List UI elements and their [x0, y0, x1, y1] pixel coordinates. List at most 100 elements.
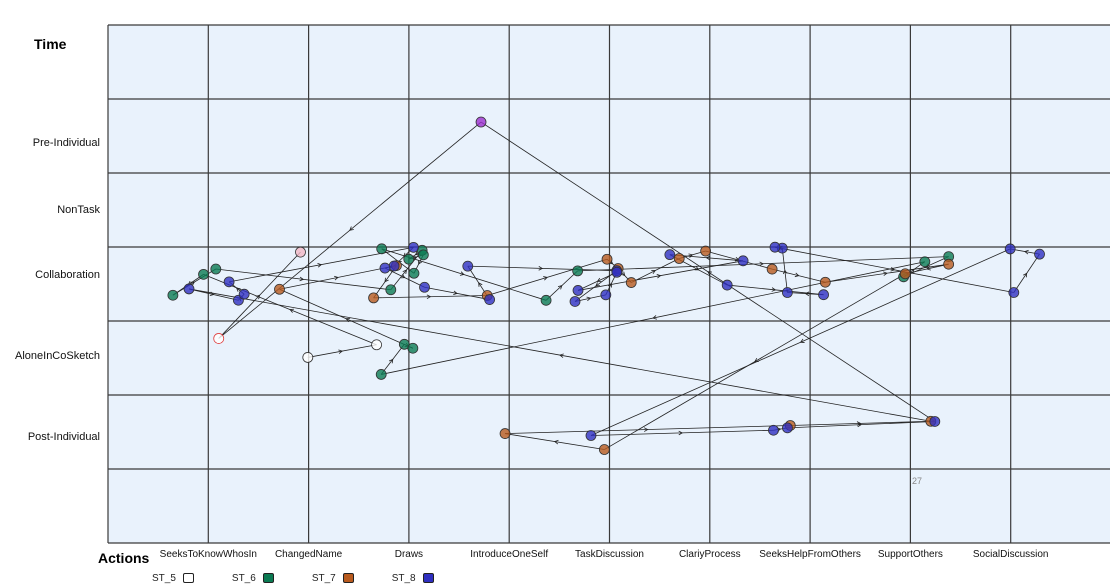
annotation-label: 27: [912, 476, 922, 486]
transition-arrowhead: [334, 275, 339, 281]
data-point-st-8: [388, 260, 400, 272]
transition-arrowhead: [643, 427, 649, 432]
transition-arrowhead: [400, 274, 406, 279]
data-point-st-8: [484, 294, 496, 305]
x-tick-label: ClariyProcess: [679, 549, 741, 560]
transition-arrowhead: [586, 296, 592, 302]
data-point-st-8: [782, 422, 793, 434]
legend-label: ST_8: [391, 572, 416, 584]
transition-arrowhead: [235, 287, 241, 292]
transition-arrowhead: [759, 261, 764, 267]
transition-arrowhead: [707, 271, 712, 276]
data-point-st-5: [302, 352, 314, 363]
transition-arrowhead: [478, 282, 483, 287]
data-point-st-7: [274, 283, 285, 295]
data-point-st-8: [585, 430, 597, 441]
legend-label: ST_7: [311, 572, 336, 584]
data-point-st-8: [664, 249, 676, 261]
data-point-st-8: [1008, 287, 1020, 298]
data-points: [167, 116, 1045, 455]
transition-arrowhead: [804, 291, 810, 297]
transition-arrowhead: [694, 266, 700, 271]
data-point-st-8: [419, 281, 430, 293]
transition-arrowhead: [559, 353, 564, 358]
transition-arrowhead: [794, 272, 800, 278]
data-point-st-6: [167, 289, 179, 301]
data-point-st-7: [766, 263, 778, 275]
data-point-st-6: [408, 267, 420, 279]
transition-arrowhead: [1022, 272, 1028, 278]
data-point-st-6: [572, 265, 584, 277]
transition-arrowhead: [289, 308, 295, 313]
transition-arrowhead: [1024, 249, 1029, 255]
x-tick-label: IntroduceOneSelf: [470, 549, 548, 560]
data-point-st-7: [368, 292, 379, 304]
legend-label: ST_6: [231, 572, 256, 584]
x-tick-label: SupportOthers: [878, 549, 943, 560]
transition-arrowhead: [338, 349, 344, 354]
y-tick-labels: Pre-Individual NonTask Collaboration AloneI…: [15, 137, 101, 443]
data-point-st-8: [600, 289, 612, 301]
legend-item: ST_6: [232, 573, 274, 584]
transition-arrowhead: [553, 439, 559, 445]
data-point-st-8: [737, 255, 749, 267]
legend-label: ST_5: [152, 572, 176, 584]
transition-arrowhead: [402, 269, 407, 275]
transition-arrows: [172, 121, 1040, 450]
y-tick-label: Pre-Individual: [33, 137, 100, 149]
data-point-st-6: [417, 249, 429, 261]
data-point-st-8: [183, 283, 195, 295]
legend-swatch: [182, 573, 194, 583]
transition-arrowhead: [782, 269, 788, 275]
transition-arrowhead: [857, 422, 862, 428]
y-axis-title: Time: [34, 36, 67, 52]
x-tick-label: SeeksToKnowWhosIn: [160, 549, 257, 560]
transition-arrowhead: [255, 294, 261, 300]
data-point-st-6: [540, 294, 552, 306]
data-point-st-8: [1004, 243, 1016, 255]
legend-item: ST_5: [152, 573, 194, 584]
data-point-st-7: [943, 258, 955, 270]
legend-item: ST_8: [392, 573, 434, 584]
x-tick-label: TaskDiscussion: [575, 549, 644, 560]
data-point-st-8: [408, 241, 419, 253]
x-axis-title: Actions: [98, 550, 150, 566]
transition-arrowhead: [620, 271, 626, 277]
data-point-st-6: [376, 243, 388, 255]
legend: ST_5 ST_6 ST_7 ST_8: [152, 570, 472, 586]
transition-arrowhead: [890, 267, 896, 272]
y-tick-label: NonTask: [57, 204, 100, 216]
data-point-st-6: [375, 369, 387, 380]
data-point-st-7: [899, 268, 911, 280]
transition-arrowhead: [799, 338, 805, 343]
data-point-st-7: [499, 428, 511, 439]
transition-arrowhead: [595, 282, 600, 287]
data-point-st-6: [385, 284, 397, 296]
data-point-st-7: [625, 277, 637, 288]
x-tick-label: Draws: [395, 549, 423, 560]
legend-swatch: [422, 573, 434, 583]
data-point-st-6: [919, 256, 931, 268]
legend-swatch: [262, 573, 274, 583]
x-tick-label: ChangedName: [275, 549, 343, 560]
transition-arrowhead: [538, 266, 544, 271]
transition-arrowhead: [388, 358, 394, 364]
transition-arrowhead: [190, 281, 196, 286]
legend-item: ST_7: [312, 573, 354, 584]
transition-arrowhead: [317, 262, 323, 268]
transition-arrowhead: [543, 276, 548, 281]
data-point-st-7: [700, 245, 712, 257]
y-tick-label: AloneInCoSketch: [15, 350, 100, 362]
data-point-st-8: [818, 289, 829, 301]
transition-arrowhead: [209, 291, 215, 297]
transition-arrowhead: [557, 285, 563, 290]
data-point-st-6: [198, 268, 209, 280]
data-point-st-8: [611, 266, 623, 278]
transition-arrowhead: [883, 271, 888, 276]
transition-arrowhead: [771, 287, 777, 292]
data-point-st-8: [379, 262, 391, 274]
transition-arrowhead: [705, 255, 711, 261]
gridlines: [107, 24, 1110, 544]
transition-arrowhead: [384, 277, 389, 283]
